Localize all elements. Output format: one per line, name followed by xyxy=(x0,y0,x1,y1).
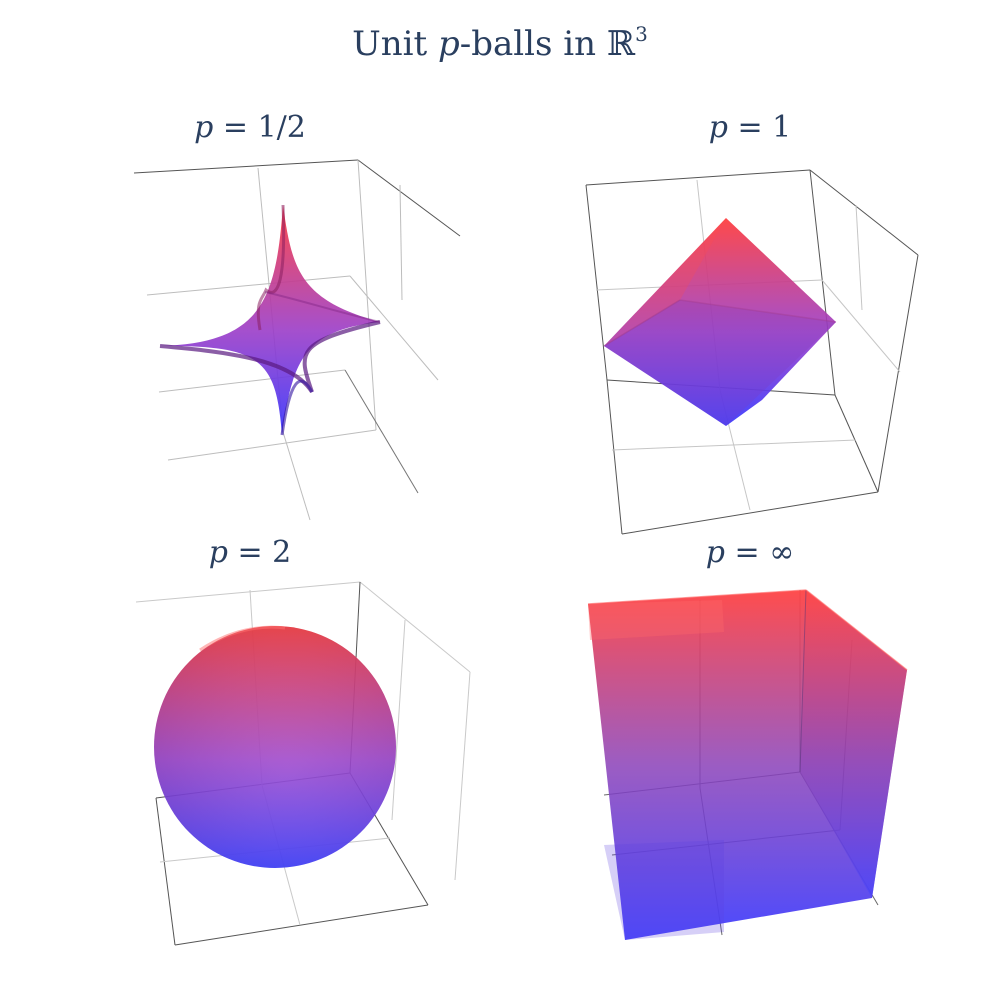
subplot-title-2: p = 1 xyxy=(709,110,792,145)
scene-p-inf[interactable] xyxy=(587,589,908,940)
scene-p-half[interactable] xyxy=(133,159,461,521)
scene-p-1[interactable] xyxy=(585,169,919,535)
subplot-title-1: p = 1/2 xyxy=(194,110,306,145)
astroid-surface xyxy=(159,204,381,436)
sphere-surface xyxy=(154,625,396,868)
octahedron-surface xyxy=(603,218,837,426)
cube-surface xyxy=(587,589,908,940)
scene-p-2[interactable] xyxy=(135,581,471,946)
subplot-title-4: p = ∞ xyxy=(706,535,794,570)
scene-axes xyxy=(133,159,461,521)
chart-title: Unit p-balls in ℝ3 xyxy=(352,22,648,64)
subplot-title-3: p = 2 xyxy=(209,535,292,570)
